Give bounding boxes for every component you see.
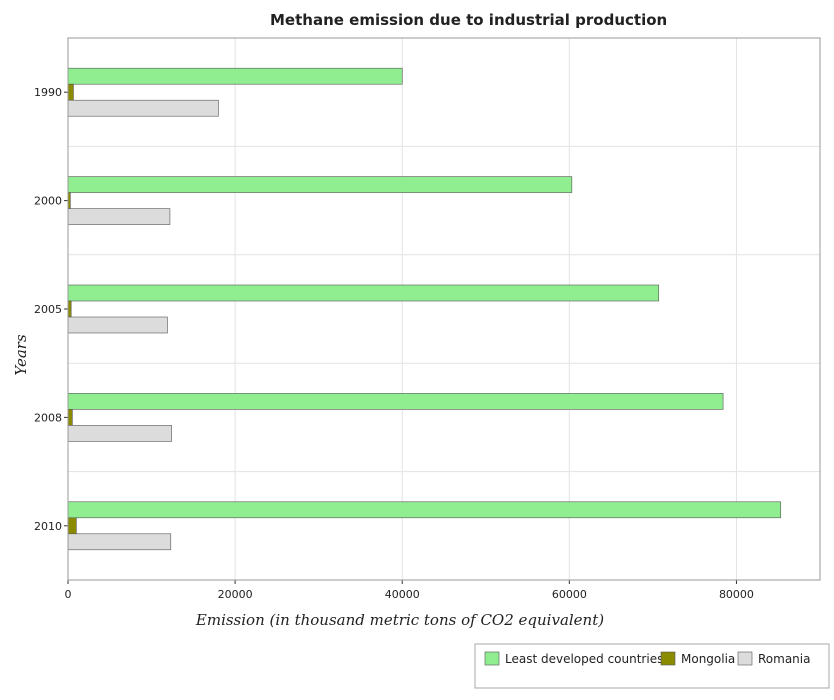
bar-romania-2005 bbox=[67, 316, 168, 334]
bar-mongolia-2008 bbox=[67, 409, 73, 426]
x-tick-label: 40000 bbox=[385, 588, 420, 601]
x-tick-label: 80000 bbox=[719, 588, 754, 601]
bar-romania-1990 bbox=[67, 99, 219, 117]
bar-least-developed-countries-2005 bbox=[67, 284, 660, 302]
y-tick-label: 2010 bbox=[34, 520, 62, 533]
legend-box bbox=[474, 643, 830, 689]
bar-romania-2000 bbox=[67, 208, 171, 225]
bar-romania-2010 bbox=[67, 533, 172, 551]
bar-least-developed-countries-2010 bbox=[67, 501, 782, 519]
x-axis-label: Emission (in thousand metric tons of CO2… bbox=[195, 611, 604, 629]
plot-background bbox=[68, 38, 820, 580]
plot-frame bbox=[67, 37, 821, 581]
legend-label-least-developed-countries: Least developed countries bbox=[505, 652, 663, 666]
bar-least-developed-countries-2000 bbox=[67, 176, 573, 193]
y-axis-label: Years bbox=[12, 334, 30, 376]
legend-swatch-least-developed-countries bbox=[484, 651, 500, 666]
legend-swatch-mongolia bbox=[660, 651, 676, 666]
bar-mongolia-2010 bbox=[67, 517, 77, 535]
x-tick-label: 20000 bbox=[218, 588, 253, 601]
chart-title: Methane emission due to industrial produ… bbox=[270, 11, 667, 29]
bar-romania-2008 bbox=[67, 425, 172, 442]
y-tick-label: 1990 bbox=[34, 86, 62, 99]
y-tick-label: 2008 bbox=[34, 411, 62, 424]
y-tick-label: 2000 bbox=[34, 195, 62, 208]
x-tick-label: 60000 bbox=[552, 588, 587, 601]
legend: Least developed countries Mongolia Romania bbox=[474, 643, 830, 689]
bar-least-developed-countries-1990 bbox=[67, 67, 403, 85]
legend-label-romania: Romania bbox=[758, 652, 810, 666]
bar-mongolia-1990 bbox=[67, 83, 74, 101]
legend-swatch-romania bbox=[737, 651, 753, 666]
plot-area: 0 20000 40000 60000 80000 1990 2000 2005 2008 201… bbox=[34, 37, 821, 601]
bar-least-developed-countries-2008 bbox=[67, 393, 724, 410]
legend-label-mongolia: Mongolia bbox=[681, 652, 735, 666]
x-tick-label: 0 bbox=[65, 588, 72, 601]
y-tick-label: 2005 bbox=[34, 303, 62, 316]
